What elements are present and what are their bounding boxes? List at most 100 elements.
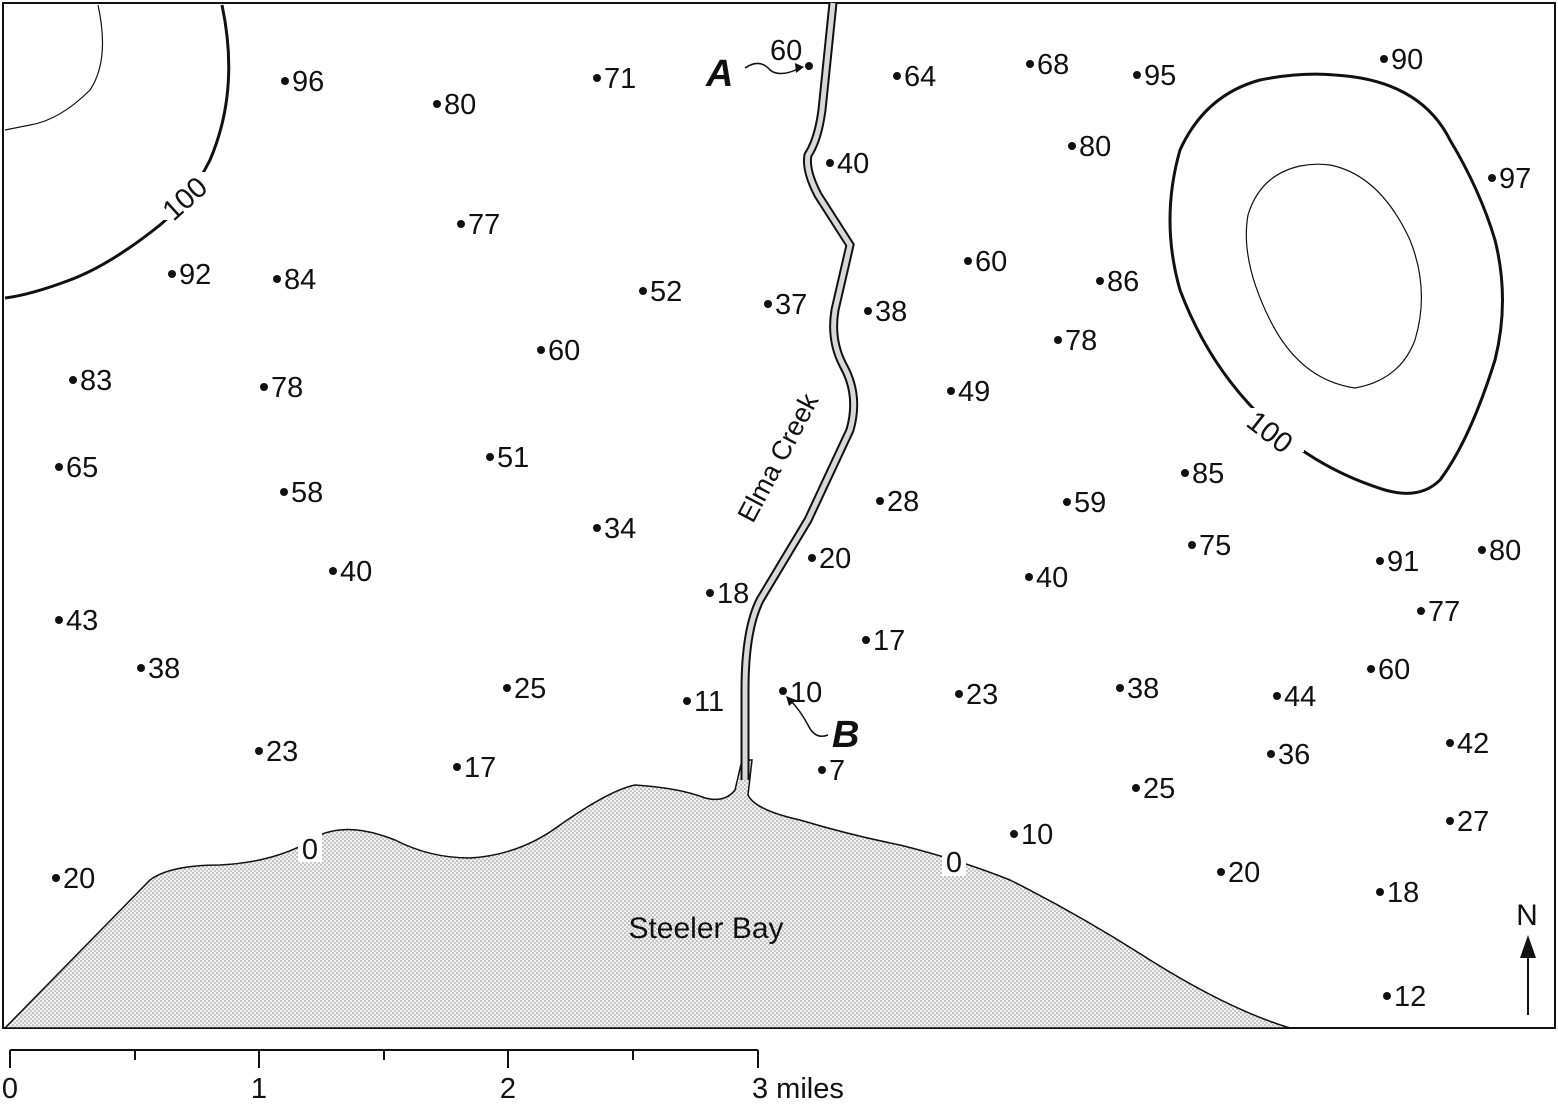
elevation-dot	[137, 664, 145, 672]
elevation-value: 52	[650, 276, 682, 308]
elevation-value: 91	[1387, 546, 1419, 578]
scale-tick-2: 2	[500, 1073, 516, 1104]
elevation-dot	[168, 270, 176, 278]
elevation-dot	[1267, 750, 1275, 758]
point-b-arrow	[789, 699, 829, 737]
elevation-dot	[1273, 692, 1281, 700]
elevation-value: 78	[1065, 325, 1097, 357]
elevation-dot	[55, 463, 63, 471]
point-b-label: B	[832, 714, 859, 756]
north-label: N	[1516, 899, 1538, 932]
point-a-dot	[805, 62, 813, 70]
elevation-dot	[683, 697, 691, 705]
elevation-dot	[1132, 784, 1140, 792]
elevation-dot	[486, 453, 494, 461]
elevation-dot	[260, 383, 268, 391]
elevation-value: 83	[80, 365, 112, 397]
elevation-dot	[826, 159, 834, 167]
elevation-dot	[947, 387, 955, 395]
elevation-value: 60	[975, 246, 1007, 278]
scale-tick-1: 1	[251, 1073, 267, 1104]
elevation-dot	[639, 287, 647, 295]
elevation-value: 20	[63, 863, 95, 895]
elevation-value: 65	[66, 452, 98, 484]
elevation-dot	[1217, 868, 1225, 876]
elevation-value: 86	[1107, 266, 1139, 298]
elevation-dot	[457, 220, 465, 228]
elevation-dot	[1133, 71, 1141, 79]
elevation-value: 23	[966, 679, 998, 711]
elevation-value: 17	[873, 625, 905, 657]
elevation-dot	[1488, 174, 1496, 182]
elevation-value: 75	[1199, 530, 1231, 562]
elevation-value: 95	[1144, 60, 1176, 92]
elevation-value: 40	[340, 556, 372, 588]
elevation-value: 96	[292, 66, 324, 98]
elevation-value: 78	[271, 372, 303, 404]
elevation-dot	[329, 567, 337, 575]
elevation-dot	[453, 763, 461, 771]
contour-ne-100	[1168, 72, 1504, 495]
elevation-dot	[593, 74, 601, 82]
elevation-value: 11	[694, 686, 724, 718]
elevation-value: 37	[775, 289, 807, 321]
steeler-bay	[3, 759, 1291, 1029]
elevation-dot	[862, 636, 870, 644]
elevation-value: 38	[875, 296, 907, 328]
elevation-value: 25	[1143, 773, 1175, 805]
elevation-dot	[255, 747, 263, 755]
point-a-arrow	[744, 62, 801, 75]
elevation-value: 20	[819, 543, 851, 575]
elevation-dot	[955, 690, 963, 698]
elevation-value: 38	[1127, 673, 1159, 705]
point-a-label: A	[705, 53, 733, 95]
elevation-dot	[818, 766, 826, 774]
elevation-dot	[593, 524, 601, 532]
elevation-value: 17	[464, 752, 496, 784]
elevation-dot	[1188, 541, 1196, 549]
elevation-dot	[1376, 557, 1384, 565]
elevation-dot	[808, 554, 816, 562]
elevation-value: 80	[444, 89, 476, 121]
elevation-value: 71	[604, 63, 636, 95]
elevation-value: 58	[291, 477, 323, 509]
elevation-value: 23	[266, 736, 298, 768]
elevation-dot	[1478, 546, 1486, 554]
elevation-dot	[1380, 55, 1388, 63]
elevation-value: 27	[1457, 806, 1489, 838]
elevation-value: 60	[1378, 654, 1410, 686]
elevation-dot	[1096, 277, 1104, 285]
elevation-value: 77	[468, 209, 500, 241]
elevation-dot	[1181, 469, 1189, 477]
elevation-value: 12	[1394, 981, 1426, 1013]
elevation-dot	[1025, 573, 1033, 581]
scale-tick-0: 0	[2, 1073, 18, 1104]
elevation-dot	[1367, 665, 1375, 673]
elevation-dot	[1068, 142, 1076, 150]
steeler-bay-label: Steeler Bay	[628, 912, 783, 945]
elevation-value: 44	[1284, 681, 1316, 713]
elevation-value: 85	[1192, 458, 1224, 490]
elevation-value: 59	[1074, 487, 1106, 519]
elevation-dot	[1446, 817, 1454, 825]
elevation-dot	[1446, 739, 1454, 747]
elevation-value: 18	[1387, 877, 1419, 909]
elevation-dot	[1383, 992, 1391, 1000]
contour-ne-inner	[1245, 163, 1423, 389]
contour-nw-inner	[4, 4, 104, 131]
elevation-value: 84	[284, 264, 316, 296]
elevation-value: 90	[1391, 44, 1423, 76]
elevation-value: 80	[1489, 535, 1521, 567]
point-b-value: 10	[790, 677, 822, 709]
contour-label-shore-left: 0	[302, 834, 318, 866]
point-b-dot	[779, 687, 787, 695]
elevation-value: 40	[837, 148, 869, 180]
elevation-value: 38	[148, 653, 180, 685]
elevation-value: 97	[1499, 163, 1531, 195]
elevation-dot	[69, 376, 77, 384]
elevation-dot	[1376, 888, 1384, 896]
elevation-dot	[1417, 607, 1425, 615]
elevation-dot	[1116, 684, 1124, 692]
elevation-dot	[964, 257, 972, 265]
